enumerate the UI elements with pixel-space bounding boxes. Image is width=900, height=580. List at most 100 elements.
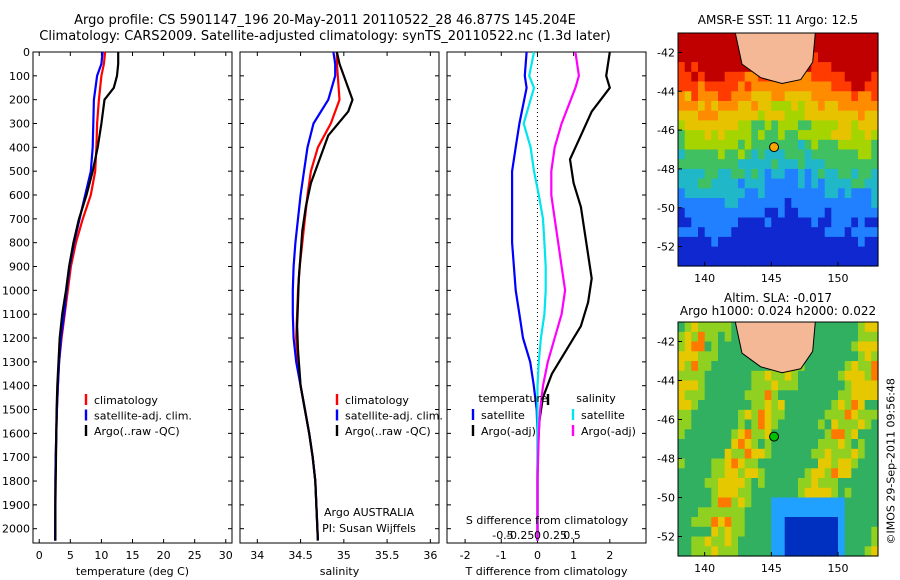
sla_map-cell: [731, 322, 739, 333]
sla_map-cell: [704, 351, 712, 362]
sst_map-cell: [811, 246, 819, 257]
sla_map-cell: [844, 351, 852, 362]
sst_map-cell: [731, 178, 739, 189]
sst_map-cell: [844, 198, 852, 209]
sst_map-cell: [811, 130, 819, 141]
difference-s-tick-label: -0.25: [506, 529, 534, 542]
sla_map-cell: [824, 429, 832, 440]
sla_map-cell: [744, 458, 752, 469]
sla_map-cell: [851, 429, 859, 440]
sla_map-cell: [831, 400, 839, 411]
sst_map-cell: [724, 217, 732, 228]
sla_map-cell: [704, 497, 712, 508]
sst_map-cell: [684, 178, 692, 189]
sla_map-cell: [764, 390, 772, 401]
sla_map-cell: [698, 546, 706, 557]
sst_map-cell: [678, 236, 686, 248]
sla_map-ytick-label: -46: [657, 414, 675, 427]
sst_map-cell: [824, 101, 832, 112]
sst_map-cell: [751, 159, 759, 170]
sla_map-cell: [758, 526, 766, 538]
difference-s-tick-label: 0: [534, 529, 541, 542]
sst_map-cell: [724, 110, 732, 121]
sla_map-cell: [711, 351, 719, 362]
sst_map-cell: [758, 227, 766, 238]
sla_map-cell: [858, 322, 866, 333]
sla_map-cell: [824, 331, 832, 343]
sla_map-cell: [711, 458, 719, 469]
sst_map-cell: [771, 217, 779, 228]
sst_map-cell: [844, 236, 852, 248]
sst_map-cell: [684, 246, 692, 257]
sst_map-cell: [758, 178, 766, 189]
sst_map-cell: [758, 130, 766, 141]
sst_map-cell: [684, 130, 692, 141]
sla_map-cell: [804, 370, 812, 382]
sla_map-cell: [691, 517, 699, 528]
sla_map-cell: [864, 497, 872, 508]
sla_map-cell: [871, 419, 879, 430]
sla_map-cell: [711, 439, 719, 450]
sst_map-cell: [751, 198, 759, 209]
sst_map-cell: [711, 207, 719, 219]
temperature-series-argorawqc: [54, 52, 120, 541]
sla_map-cell: [678, 390, 686, 401]
sla_map-cell: [804, 526, 812, 538]
sst_map-cell: [718, 217, 726, 228]
sst_map-cell: [778, 207, 786, 219]
sla_map-cell: [784, 517, 792, 528]
sla_map-cell: [784, 390, 792, 401]
sst_map-cell: [791, 149, 799, 160]
sst_map-ytick-label: -46: [657, 124, 675, 137]
sst_map-cell: [851, 71, 859, 83]
sla_map-cell: [758, 507, 766, 518]
sst_map-cell: [824, 236, 832, 248]
sla_map-cell: [818, 361, 826, 372]
sst_map-cell: [804, 120, 812, 131]
sla_map-cell: [798, 517, 806, 528]
sst_map-cell: [724, 139, 732, 151]
difference-legend-label: Argo(-adj): [481, 425, 536, 438]
sst_map-cell: [804, 256, 812, 267]
sla_map-cell: [698, 370, 706, 382]
salinity-xlabel: salinity: [320, 565, 360, 578]
sst_map-cell: [851, 198, 859, 209]
sla_map-cell: [858, 507, 866, 518]
sst_map-cell: [824, 52, 832, 63]
sst_map-cell: [738, 168, 746, 180]
sla_map-cell: [698, 448, 706, 460]
sst_map-cell: [871, 91, 879, 102]
sst_map-cell: [831, 42, 839, 53]
sst_map-cell: [844, 71, 852, 83]
salinity-xtick-label: 35: [337, 549, 351, 562]
sla_map-cell: [851, 507, 859, 518]
sla_map-cell: [824, 517, 832, 528]
sst_map-cell: [731, 81, 739, 92]
sla_map-cell: [818, 536, 826, 547]
sst_map-cell: [858, 159, 866, 170]
sst_map-cell: [764, 91, 772, 102]
sla_map-cell: [804, 400, 812, 411]
sst_map-cell: [778, 246, 786, 257]
sst_map-cell: [751, 168, 759, 180]
sla_map-cell: [704, 429, 712, 440]
sst_map-cell: [871, 236, 879, 248]
sst_map-cell: [678, 198, 686, 209]
sla_map-cell: [864, 526, 872, 538]
figure-title-line2: Climatology: CARS2009. Satellite-adjuste…: [39, 29, 611, 44]
sst_map-cell: [764, 207, 772, 219]
sla_map-cell: [718, 341, 726, 352]
sla_map-cell: [771, 448, 779, 460]
salinity-xtick-label: 34.5: [288, 549, 313, 562]
sla_map-cell: [804, 536, 812, 547]
temperature-xtick-label: 10: [94, 549, 108, 562]
sst_map-cell: [784, 198, 792, 209]
sla_map-cell: [704, 380, 712, 391]
sla_map-cell: [858, 497, 866, 508]
sla_map-cell: [824, 380, 832, 391]
sst_map-cell: [831, 81, 839, 92]
difference-legend-header-salinity: salinity: [576, 392, 616, 405]
sla_map-cell: [704, 390, 712, 401]
sst_map-cell: [718, 52, 726, 63]
sla_map-cell: [758, 517, 766, 528]
